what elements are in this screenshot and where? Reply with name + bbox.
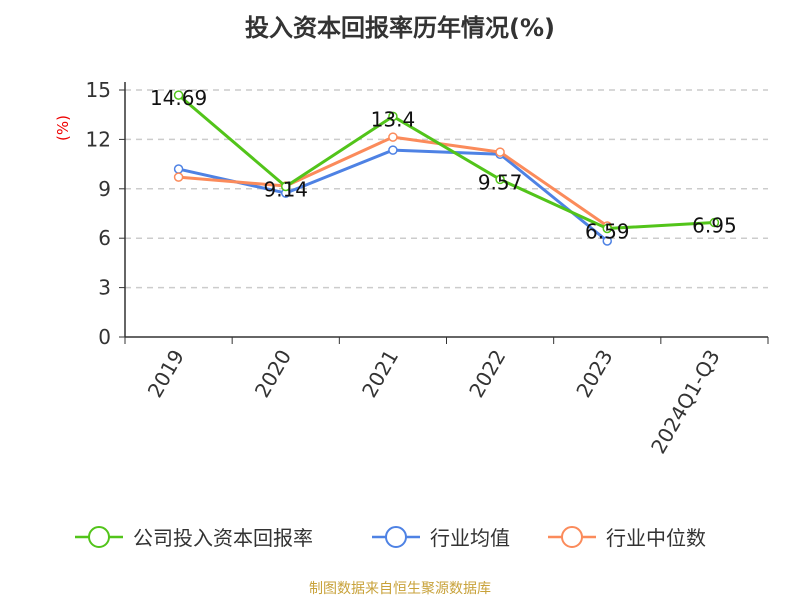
- data-point: [709, 217, 720, 228]
- data-point: [495, 174, 505, 185]
- data-label: 13.4: [371, 107, 416, 131]
- data-point: [602, 236, 612, 246]
- data-label: 9.57: [478, 170, 523, 194]
- x-tick-label: 2022: [464, 346, 510, 402]
- data-point: [173, 172, 184, 182]
- data-point: [602, 223, 612, 234]
- data-label: 6.95: [692, 214, 737, 238]
- chart-title: 投入资本回报率历年情况(%): [245, 14, 555, 42]
- x-tick-label: 2021: [357, 346, 403, 402]
- y-tick-label: 12: [86, 127, 111, 151]
- series-line: [177, 93, 715, 230]
- x-tick-label: 2019: [143, 346, 189, 402]
- data-point: [173, 164, 184, 174]
- data-point: [388, 145, 398, 155]
- data-point: [388, 132, 398, 142]
- series-line: [178, 148, 609, 243]
- x-tick-label: 2020: [250, 346, 296, 402]
- data-point: [173, 90, 184, 100]
- y-axis-label: (%): [54, 115, 72, 141]
- data-label: 14.69: [150, 86, 207, 110]
- legend-label: 行业均值: [430, 526, 510, 550]
- legend-marker: [88, 526, 110, 548]
- legend-label: 行业中位数: [606, 526, 706, 550]
- data-point: [281, 181, 291, 192]
- x-tick-label: 2023: [571, 346, 617, 402]
- y-tick-label: 6: [98, 226, 111, 250]
- data-label: 9.14: [263, 177, 308, 201]
- y-tick-label: 9: [98, 177, 111, 201]
- data-point: [495, 147, 505, 157]
- data-point: [388, 111, 398, 122]
- legend-marker: [561, 526, 583, 548]
- y-tick-label: 15: [86, 78, 111, 102]
- x-tick-label: 2024Q1-Q3: [646, 346, 725, 458]
- legend-label: 公司投入资本回报率: [133, 526, 313, 550]
- legend-marker: [385, 526, 407, 548]
- source-note: 制图数据来自恒生聚源数据库: [309, 581, 491, 597]
- y-tick-label: 0: [98, 325, 111, 349]
- data-label: 6.59: [585, 219, 630, 243]
- y-tick-label: 3: [98, 276, 111, 300]
